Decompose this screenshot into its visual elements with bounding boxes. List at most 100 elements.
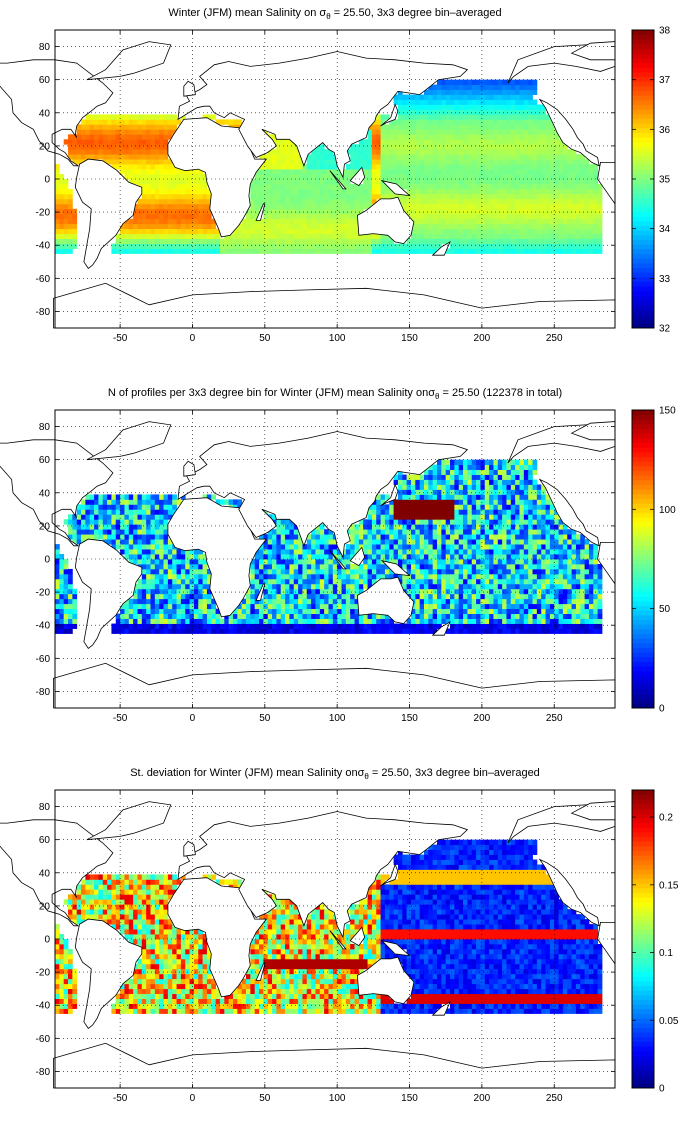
data-cell [272, 223, 277, 230]
data-cell [463, 159, 468, 165]
data-cell [311, 544, 316, 550]
data-cell [567, 179, 572, 185]
data-cell [471, 479, 477, 485]
data-cell [345, 213, 351, 220]
data-cell [441, 583, 447, 590]
data-cell [280, 243, 286, 249]
data-cell [115, 154, 121, 160]
data-cell [115, 243, 121, 249]
data-cell [380, 188, 386, 195]
data-cell [363, 243, 368, 249]
data-cell [311, 183, 316, 190]
data-cell [202, 233, 208, 239]
data-cell [293, 568, 299, 575]
data-cell [471, 474, 477, 480]
data-cell [302, 243, 308, 249]
data-cell [406, 588, 412, 595]
data-cell [502, 149, 507, 155]
data-cell [141, 514, 147, 520]
data-cell [133, 509, 138, 515]
data-cell [519, 203, 525, 210]
data-cell [393, 504, 399, 510]
data-cell [541, 104, 546, 110]
data-cell [410, 169, 416, 175]
data-cell [471, 213, 477, 220]
data-cell [458, 623, 464, 629]
data-cell [489, 233, 494, 239]
data-cell [193, 213, 199, 220]
data-cell [59, 578, 65, 585]
data-cell [406, 479, 412, 485]
data-cell [493, 183, 499, 190]
data-cell [376, 544, 381, 550]
data-cell [480, 193, 486, 200]
data-cell [484, 238, 490, 244]
data-cell [541, 114, 546, 120]
data-cell [419, 559, 425, 565]
data-cell [55, 598, 60, 605]
data-cell [102, 499, 108, 505]
data-cell [137, 504, 143, 510]
data-cell [476, 174, 481, 180]
data-cell [454, 593, 460, 600]
data-cell [276, 159, 282, 165]
data-cell [124, 519, 130, 525]
data-cell [289, 198, 295, 205]
data-cell [584, 174, 590, 180]
data-cell [263, 578, 269, 585]
data-cell [558, 233, 564, 239]
data-cell [428, 529, 434, 535]
data-cell [519, 183, 525, 190]
data-cell [380, 159, 386, 165]
data-cell [380, 238, 386, 244]
data-cell [358, 578, 364, 585]
data-cell [410, 174, 416, 180]
data-cell [458, 149, 464, 155]
data-cell [406, 203, 412, 210]
data-cell [315, 598, 321, 605]
data-cell [380, 494, 386, 500]
data-cell [450, 183, 455, 190]
data-cell [389, 119, 395, 125]
data-cell [358, 193, 364, 200]
data-cell [419, 94, 425, 100]
data-cell [445, 489, 451, 495]
data-cell [445, 549, 451, 555]
data-cell [437, 484, 442, 490]
data-cell [432, 524, 438, 530]
data-cell [506, 114, 512, 120]
colorbar-segment [632, 132, 654, 138]
data-cell [298, 544, 303, 550]
data-cell [345, 608, 351, 615]
data-cell [298, 223, 303, 230]
data-cell [367, 618, 373, 624]
data-cell [471, 99, 477, 105]
data-cell [432, 554, 438, 560]
data-cell [146, 159, 151, 165]
data-cell [476, 479, 481, 485]
data-cell [410, 588, 416, 595]
data-cell [363, 549, 368, 555]
data-cell [415, 628, 421, 634]
data-cell [406, 573, 412, 580]
data-cell [276, 549, 282, 555]
data-cell [146, 504, 151, 510]
data-cell [224, 119, 230, 125]
data-cell [471, 499, 477, 505]
data-cell [380, 549, 386, 555]
colorbar-segment [632, 202, 654, 208]
data-cell [384, 613, 390, 619]
data-cell [480, 134, 486, 140]
data-cell [180, 228, 186, 235]
data-cell [437, 223, 442, 230]
data-cell [450, 94, 455, 100]
data-cell [410, 188, 416, 195]
data-cell [159, 608, 164, 615]
data-cell [397, 499, 403, 505]
data-cell [423, 474, 429, 480]
data-cell [224, 238, 230, 244]
data-cell [133, 544, 138, 550]
data-cell [419, 243, 425, 249]
data-cell [263, 593, 269, 600]
data-cell [476, 228, 481, 235]
